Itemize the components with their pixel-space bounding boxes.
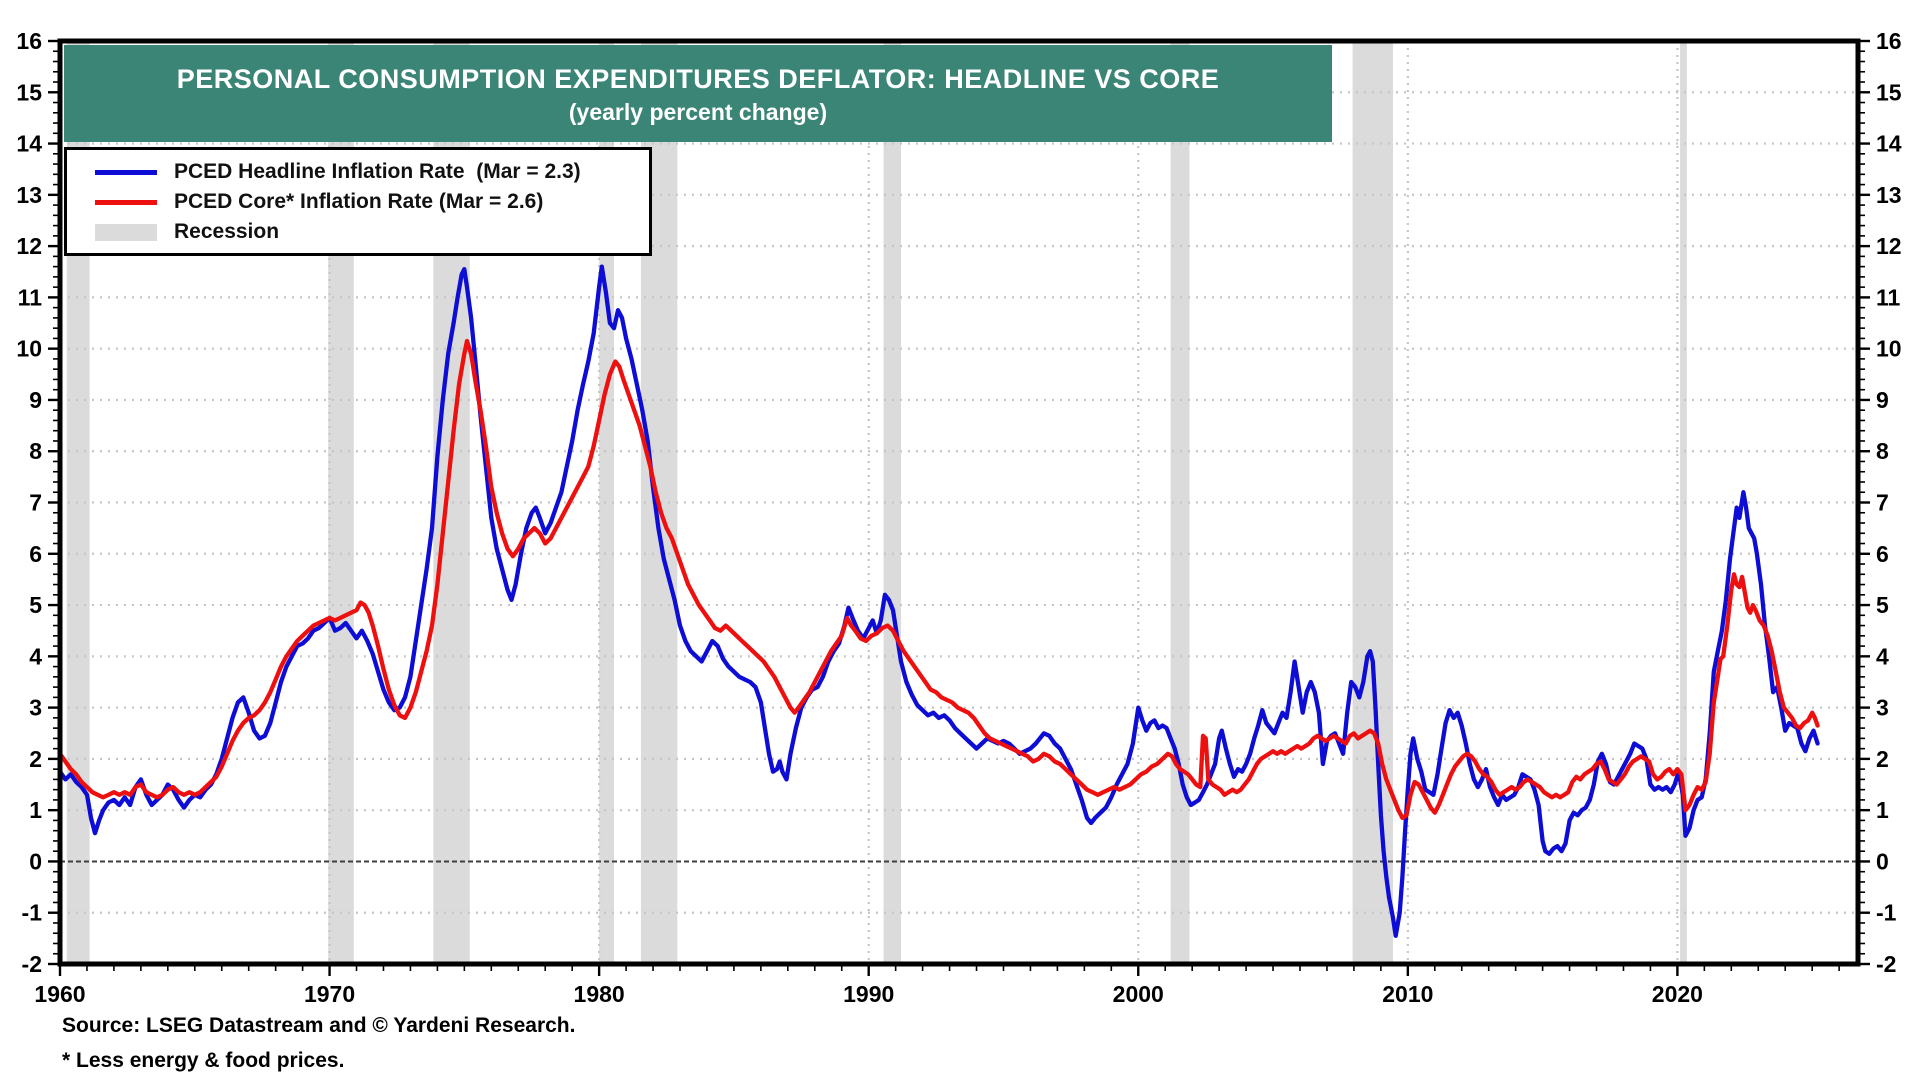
title-bar: PERSONAL CONSUMPTION EXPENDITURES DEFLAT… [64, 45, 1332, 142]
y-axis-label-right: 1 [1876, 797, 1889, 823]
y-axis-label-right: 8 [1876, 438, 1889, 464]
y-axis-label-right: 9 [1876, 387, 1889, 413]
y-axis-label-left: 4 [29, 643, 42, 669]
y-axis-label-left: 13 [16, 182, 42, 208]
y-axis-label-left: 2 [29, 746, 42, 772]
y-axis-label-left: 14 [16, 131, 42, 157]
source-text: Source: LSEG Datastream and © Yardeni Re… [62, 1014, 576, 1037]
y-axis-label-right: 6 [1876, 541, 1889, 567]
y-axis-label-left: 9 [29, 387, 42, 413]
y-axis-label-right: 10 [1876, 336, 1902, 362]
x-axis-label: 2020 [1652, 981, 1703, 1007]
y-axis-label-left: 10 [16, 336, 42, 362]
page-title: PERSONAL CONSUMPTION EXPENDITURES DEFLAT… [176, 64, 1220, 95]
legend-item-recession: Recession [67, 217, 649, 247]
x-axis-label: 1980 [574, 981, 625, 1007]
y-axis-label-left: 3 [29, 695, 42, 721]
y-axis-label-right: -2 [1876, 951, 1896, 977]
y-axis-label-right: 14 [1876, 131, 1902, 157]
legend-item-core: PCED Core* Inflation Rate (Mar = 2.6) [67, 187, 649, 217]
y-axis-label-right: 0 [1876, 848, 1889, 874]
core-series-line [57, 338, 1820, 821]
y-axis-label-left: 0 [29, 848, 42, 874]
y-axis-label-left: -1 [22, 900, 43, 926]
y-axis-label-left: 16 [16, 28, 42, 54]
y-axis-label-left: -2 [22, 951, 42, 977]
recession-band [66, 41, 90, 964]
core-line-swatch-icon [95, 199, 157, 205]
x-axis-label: 2000 [1113, 981, 1164, 1007]
y-axis-label-right: 5 [1876, 592, 1889, 618]
y-axis-label-right: 16 [1876, 28, 1902, 54]
headline-line-swatch-icon [95, 169, 157, 175]
y-axis-label-right: 7 [1876, 490, 1889, 516]
y-axis-label-left: 12 [16, 233, 42, 259]
y-axis-label-left: 6 [29, 541, 42, 567]
x-axis-label: 1970 [304, 981, 355, 1007]
x-axis-label: 1990 [843, 981, 894, 1007]
y-axis-label-left: 11 [18, 284, 43, 310]
legend-label-core: PCED Core* Inflation Rate (Mar = 2.6) [174, 190, 544, 213]
y-axis-label-right: 11 [1876, 284, 1901, 310]
recession-band [1680, 41, 1687, 964]
headline-series-line [57, 264, 1820, 938]
y-axis-label-right: 3 [1876, 695, 1889, 721]
legend-label-recession: Recession [174, 220, 280, 243]
y-axis-label-right: 12 [1876, 233, 1902, 259]
y-axis-label-right: 4 [1876, 643, 1889, 669]
y-axis-label-right: 13 [1876, 182, 1902, 208]
x-axis-label: 1960 [34, 981, 85, 1007]
y-axis-label-right: 15 [1876, 79, 1902, 105]
legend-label-headline: PCED Headline Inflation Rate (Mar = 2.3) [174, 160, 581, 183]
legend: PCED Headline Inflation Rate (Mar = 2.3)… [64, 147, 652, 256]
y-axis-label-left: 15 [16, 79, 42, 105]
y-axis-label-right: 2 [1876, 746, 1889, 772]
y-axis-label-right: -1 [1876, 900, 1897, 926]
page-subtitle: (yearly percent change) [568, 99, 828, 126]
footnote-text: * Less energy & food prices. [62, 1049, 345, 1072]
y-axis-label-left: 8 [29, 438, 42, 464]
y-axis-label-left: 5 [29, 592, 42, 618]
legend-item-headline: PCED Headline Inflation Rate (Mar = 2.3) [67, 157, 649, 187]
y-axis-label-left: 1 [29, 797, 42, 823]
recession-swatch-icon [95, 223, 157, 241]
y-axis-label-left: 7 [29, 490, 42, 516]
x-axis-label: 2010 [1382, 981, 1433, 1007]
